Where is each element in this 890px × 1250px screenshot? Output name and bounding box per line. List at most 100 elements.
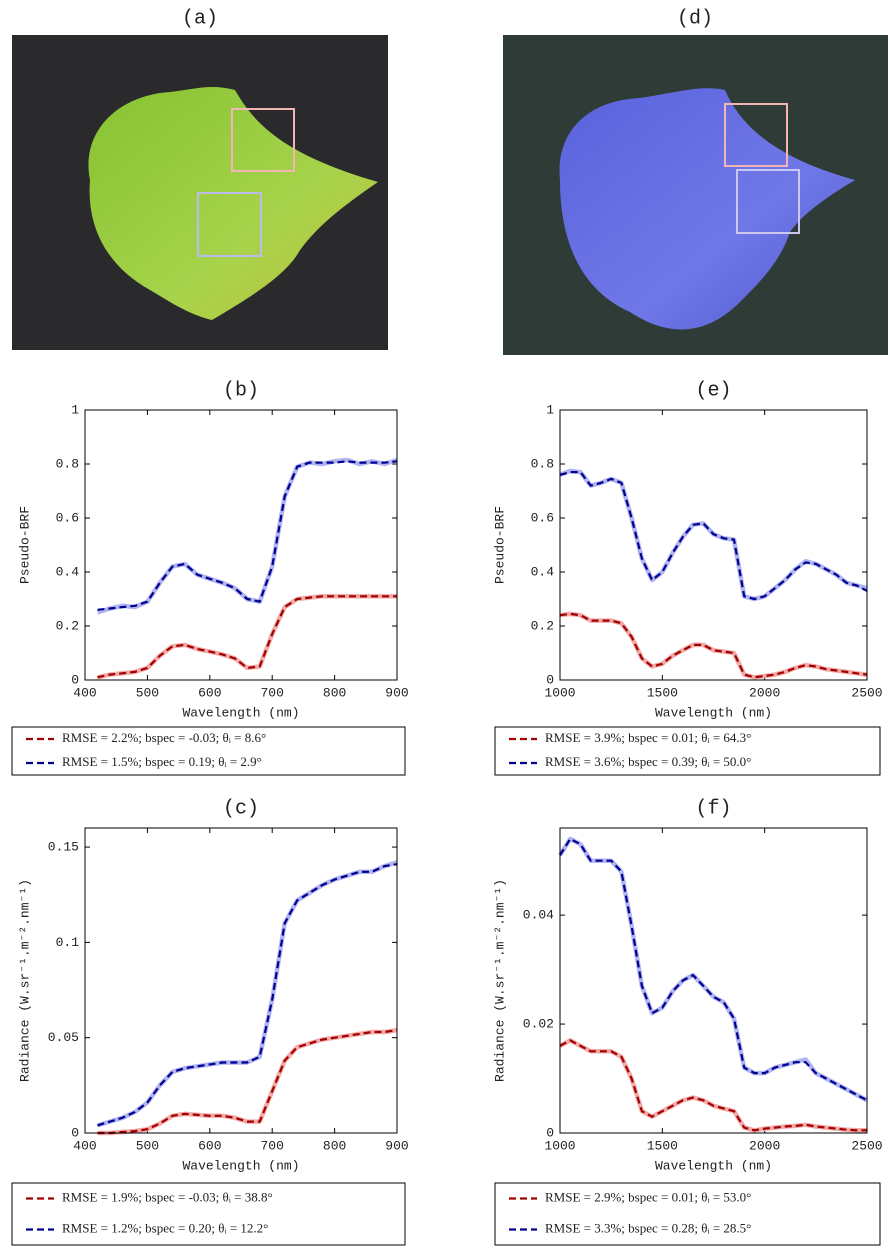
fit-line xyxy=(559,1039,867,1132)
y-tick-label: 0.8 xyxy=(531,456,554,471)
legend-box xyxy=(11,1182,406,1246)
x-tick-label: 500 xyxy=(136,685,159,700)
legend: RMSE = 3.9%; bspec = 0.01; θᵢ = 64.3° RMS… xyxy=(494,726,881,776)
legend-box xyxy=(11,726,406,776)
chart: (b) Wavelength (nm) Pseudo-BRF 400 500 600 700… xyxy=(11,379,409,776)
x-tick-label: 600 xyxy=(198,685,221,700)
legend-label: RMSE = 2.2%; bspec = -0.03; θᵢ = 8.6° xyxy=(62,730,266,745)
x-tick-label: 800 xyxy=(323,685,346,700)
x-tick-label: 1000 xyxy=(544,1138,575,1153)
x-tick-label: 900 xyxy=(385,685,408,700)
x-axis-label: Wavelength (nm) xyxy=(182,1158,299,1173)
plot-frame xyxy=(559,409,868,681)
measured-line xyxy=(96,457,398,615)
legend-label: RMSE = 1.2%; bspec = 0.20; θᵢ = 12.2° xyxy=(62,1220,268,1235)
region-box xyxy=(231,108,295,172)
measured-line xyxy=(96,860,398,1128)
fit-line xyxy=(97,1029,398,1135)
y-tick-label: 0 xyxy=(546,672,554,687)
plot-frame xyxy=(84,409,398,681)
measured-line xyxy=(97,1027,398,1136)
y-tick-label: 0.6 xyxy=(56,510,79,525)
legend: RMSE = 2.2%; bspec = -0.03; θᵢ = 8.6° RMS… xyxy=(11,726,406,776)
x-axis-label: Wavelength (nm) xyxy=(655,705,772,720)
y-tick-label: 0.8 xyxy=(56,456,79,471)
chart-title: (e) xyxy=(695,379,731,402)
measured-line xyxy=(97,594,397,680)
image-title: (d) xyxy=(677,7,713,30)
x-tick-label: 400 xyxy=(73,1138,96,1153)
y-tick-label: 0 xyxy=(546,1125,554,1140)
legend-label: RMSE = 3.3%; bspec = 0.28; θᵢ = 28.5° xyxy=(545,1220,751,1235)
y-tick-label: 0 xyxy=(71,672,79,687)
legend-box xyxy=(494,726,881,776)
legend-box xyxy=(494,1182,881,1246)
chart-title: (b) xyxy=(223,379,259,402)
leaf xyxy=(88,86,378,320)
measured-line xyxy=(558,836,869,1103)
fit-line xyxy=(97,863,398,1127)
x-tick-label: 700 xyxy=(260,1138,283,1153)
legend-label: RMSE = 3.6%; bspec = 0.39; θᵢ = 50.0° xyxy=(545,754,751,769)
legend-label: RMSE = 2.9%; bspec = 0.01; θᵢ = 53.0° xyxy=(545,1189,751,1204)
measured-line xyxy=(558,1038,867,1133)
leaf xyxy=(559,88,855,330)
y-axis-label: Radiance (W.sr⁻¹.m⁻².nm⁻¹) xyxy=(17,879,32,1082)
x-tick-label: 1000 xyxy=(544,685,575,700)
chart: (f) Wavelength (nm) Radiance (W.sr⁻¹.m⁻².n… xyxy=(492,797,883,1246)
fit-line xyxy=(97,460,398,611)
fit-line xyxy=(97,595,397,679)
x-tick-label: 500 xyxy=(136,1138,159,1153)
y-tick-label: 0.15 xyxy=(48,840,79,855)
x-tick-label: 400 xyxy=(73,685,96,700)
region-box xyxy=(724,103,788,167)
x-tick-label: 1500 xyxy=(647,1138,678,1153)
fit-line xyxy=(559,612,868,679)
y-tick-label: 1 xyxy=(71,402,79,417)
y-tick-label: 0.04 xyxy=(523,908,554,923)
y-tick-label: 0.4 xyxy=(56,564,80,579)
y-tick-label: 0.1 xyxy=(56,935,80,950)
y-tick-label: 0.2 xyxy=(56,618,79,633)
region-box xyxy=(736,169,800,234)
legend: RMSE = 2.9%; bspec = 0.01; θᵢ = 53.0° RMS… xyxy=(494,1182,881,1246)
legend-label: RMSE = 1.5%; bspec = 0.19; θᵢ = 2.9° xyxy=(62,754,262,769)
x-tick-label: 2500 xyxy=(851,685,882,700)
image-title: (a) xyxy=(182,7,218,30)
x-tick-label: 600 xyxy=(198,1138,221,1153)
legend-label: RMSE = 1.9%; bspec = -0.03; θᵢ = 38.8° xyxy=(62,1189,273,1204)
x-tick-label: 2000 xyxy=(749,1138,780,1153)
plot-frame xyxy=(84,827,398,1134)
x-tick-label: 800 xyxy=(323,1138,346,1153)
chart-title: (c) xyxy=(223,797,259,820)
x-tick-label: 2500 xyxy=(851,1138,882,1153)
y-tick-label: 0.6 xyxy=(531,510,554,525)
x-tick-label: 1500 xyxy=(647,685,678,700)
fit-line xyxy=(559,837,868,1102)
y-axis-label: Pseudo-BRF xyxy=(492,506,507,584)
legend-label: RMSE = 3.9%; bspec = 0.01; θᵢ = 64.3° xyxy=(545,730,751,745)
x-axis-label: Wavelength (nm) xyxy=(655,1158,772,1173)
plot-frame xyxy=(559,827,868,1134)
x-tick-label: 900 xyxy=(385,1138,408,1153)
chart: (c) Wavelength (nm) Radiance (W.sr⁻¹.m⁻².n… xyxy=(11,797,409,1246)
photo-a: (a) xyxy=(12,7,388,350)
y-tick-label: 0.05 xyxy=(48,1030,79,1045)
y-tick-label: 0.02 xyxy=(523,1017,554,1032)
y-tick-label: 0.4 xyxy=(531,564,555,579)
y-axis-label: Radiance (W.sr⁻¹.m⁻².nm⁻¹) xyxy=(492,879,507,1082)
x-tick-label: 700 xyxy=(260,685,283,700)
x-tick-label: 2000 xyxy=(749,685,780,700)
chart-title: (f) xyxy=(695,797,731,820)
photo-d: (d) xyxy=(503,7,888,355)
y-axis-label: Pseudo-BRF xyxy=(17,506,32,584)
chart: (e) Wavelength (nm) Pseudo-BRF 1000 1500 2000… xyxy=(492,379,883,776)
x-axis-label: Wavelength (nm) xyxy=(182,705,299,720)
region-box xyxy=(197,192,262,257)
fit-line xyxy=(559,471,868,601)
y-tick-label: 0 xyxy=(71,1125,79,1140)
legend: RMSE = 1.9%; bspec = -0.03; θᵢ = 38.8° RM… xyxy=(11,1182,406,1246)
y-tick-label: 1 xyxy=(546,402,554,417)
y-tick-label: 0.2 xyxy=(531,618,554,633)
